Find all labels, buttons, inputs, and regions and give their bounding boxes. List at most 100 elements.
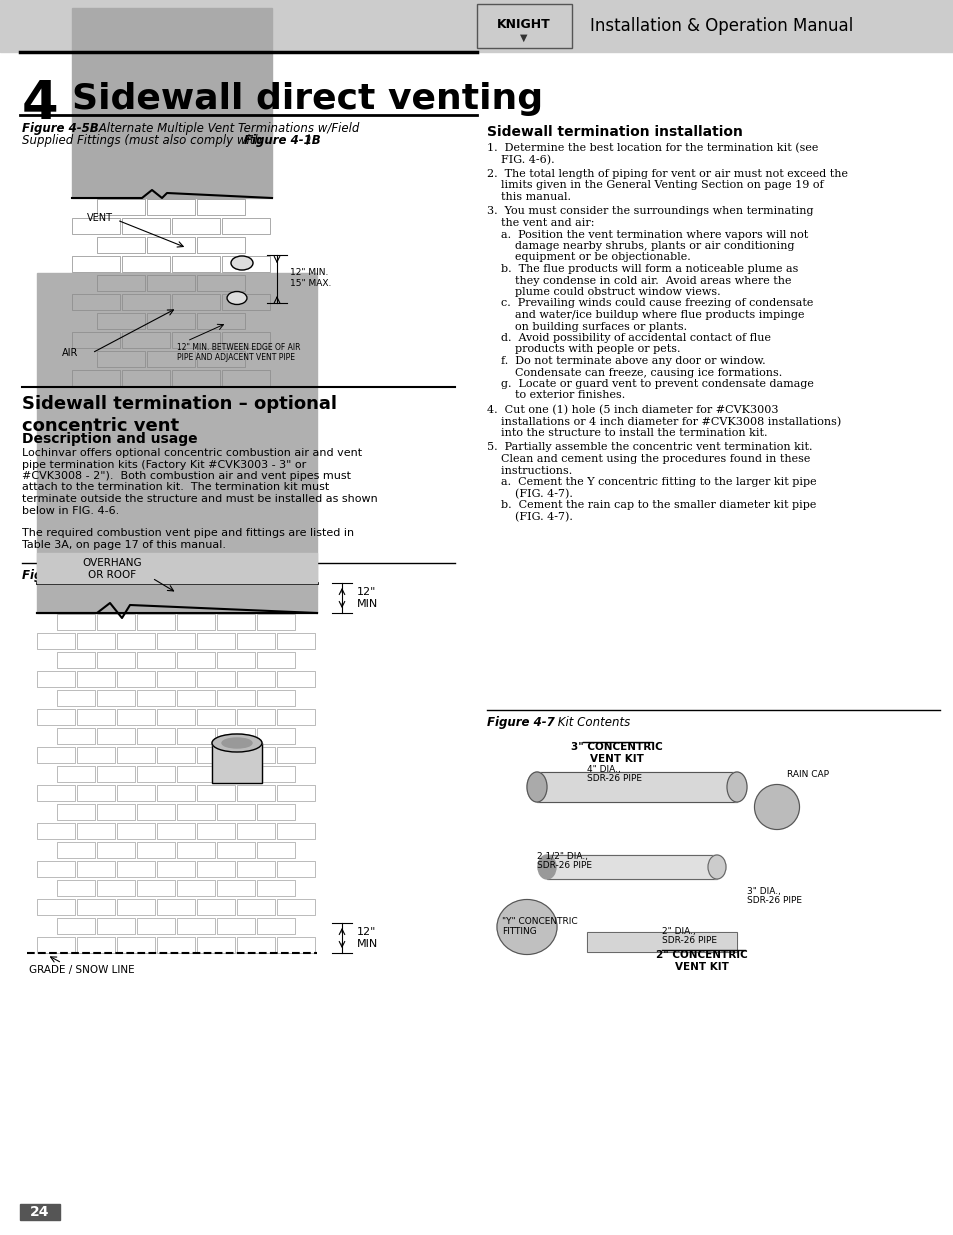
Text: Table 3A, on page 17 of this manual.: Table 3A, on page 17 of this manual.	[22, 540, 226, 550]
Bar	[196, 937, 234, 953]
Ellipse shape	[227, 291, 247, 305]
Text: into the structure to install the termination kit.: into the structure to install the termin…	[486, 429, 767, 438]
Text: instructions.: instructions.	[486, 466, 572, 475]
Bar	[147, 237, 194, 253]
Bar	[37, 823, 75, 839]
Bar	[157, 634, 194, 650]
Bar	[57, 766, 95, 782]
Text: and water/ice buildup where flue products impinge: and water/ice buildup where flue product…	[486, 310, 803, 320]
Bar	[97, 275, 145, 291]
Bar	[276, 937, 314, 953]
Bar	[177, 804, 214, 820]
Text: (FIG. 4-7).: (FIG. 4-7).	[486, 511, 572, 522]
Text: SDR-26 PIPE: SDR-26 PIPE	[537, 861, 592, 869]
Bar	[216, 690, 254, 706]
Bar	[157, 937, 194, 953]
Bar	[57, 652, 95, 668]
Text: g.  Locate or guard vent to prevent condensate damage: g. Locate or guard vent to prevent conde…	[486, 379, 813, 389]
Text: Sidewall termination – optional
concentric vent: Sidewall termination – optional concentr…	[22, 395, 336, 435]
Bar	[177, 842, 214, 858]
Bar	[196, 899, 234, 915]
Bar	[196, 312, 245, 329]
Bar	[71, 7, 272, 198]
Bar	[97, 237, 145, 253]
Bar	[216, 614, 254, 630]
Bar	[256, 842, 294, 858]
Text: "Y" CONCENTRIC
FITTING: "Y" CONCENTRIC FITTING	[501, 918, 577, 936]
Bar	[57, 690, 95, 706]
Text: Figure 4-6: Figure 4-6	[22, 569, 90, 582]
Bar	[586, 932, 737, 952]
Bar	[117, 861, 154, 877]
Bar	[122, 294, 170, 310]
Bar	[236, 671, 274, 687]
Bar	[147, 312, 194, 329]
Bar	[172, 256, 220, 272]
Text: SDR-26 PIPE: SDR-26 PIPE	[661, 936, 717, 945]
Text: The required combustion vent pipe and fittings are listed in: The required combustion vent pipe and fi…	[22, 529, 354, 538]
Text: b.  The flue products will form a noticeable plume as: b. The flue products will form a noticea…	[486, 264, 798, 274]
Bar	[222, 370, 270, 387]
Text: a.  Position the vent termination where vapors will not: a. Position the vent termination where v…	[486, 230, 807, 240]
Bar	[196, 199, 245, 215]
Text: Clean and cement using the procedures found in these: Clean and cement using the procedures fo…	[486, 454, 809, 464]
Bar	[57, 727, 95, 743]
Bar	[97, 652, 135, 668]
Text: 2" CONCENTRIC
VENT KIT: 2" CONCENTRIC VENT KIT	[656, 950, 747, 972]
Bar	[222, 332, 270, 348]
Text: limits given in the General Venting Section on page 19 of: limits given in the General Venting Sect…	[486, 180, 822, 190]
Text: a.  Cement the Y concentric fitting to the larger kit pipe: a. Cement the Y concentric fitting to th…	[486, 477, 816, 487]
Bar	[546, 855, 717, 879]
Bar	[97, 690, 135, 706]
Text: attach to the termination kit.  The termination kit must: attach to the termination kit. The termi…	[22, 483, 329, 493]
Text: GRADE / SNOW LINE: GRADE / SNOW LINE	[30, 965, 134, 974]
Bar	[276, 861, 314, 877]
Bar	[97, 881, 135, 897]
Bar	[157, 823, 194, 839]
Bar	[57, 804, 95, 820]
Bar	[537, 772, 737, 802]
Text: 3" DIA.,: 3" DIA.,	[746, 887, 781, 897]
Bar	[71, 294, 120, 310]
Bar	[256, 727, 294, 743]
Bar	[77, 785, 115, 802]
Text: RAIN CAP: RAIN CAP	[786, 769, 828, 779]
Text: 12"
MIN: 12" MIN	[356, 587, 377, 609]
Bar	[37, 747, 75, 763]
Bar	[77, 634, 115, 650]
Bar	[147, 199, 194, 215]
Bar	[97, 199, 145, 215]
Bar	[71, 256, 120, 272]
Bar	[212, 743, 262, 783]
Ellipse shape	[231, 256, 253, 270]
Bar	[276, 899, 314, 915]
Bar	[177, 727, 214, 743]
Text: equipment or be objectionable.: equipment or be objectionable.	[486, 252, 690, 263]
Ellipse shape	[537, 855, 556, 879]
Ellipse shape	[526, 772, 546, 802]
Bar	[172, 370, 220, 387]
Bar	[137, 881, 174, 897]
Bar	[212, 743, 262, 783]
Text: Installation & Operation Manual: Installation & Operation Manual	[589, 17, 852, 35]
Text: f.  Do not terminate above any door or window.: f. Do not terminate above any door or wi…	[486, 356, 765, 366]
Bar	[196, 823, 234, 839]
Bar	[122, 370, 170, 387]
Text: to exterior finishes.: to exterior finishes.	[486, 390, 624, 400]
Text: c.  Prevailing winds could cause freezing of condensate: c. Prevailing winds could cause freezing…	[486, 299, 813, 309]
Bar	[122, 219, 170, 233]
Bar	[276, 785, 314, 802]
Bar	[236, 634, 274, 650]
Text: Kit Contents: Kit Contents	[554, 716, 630, 729]
Bar	[196, 747, 234, 763]
Bar	[122, 332, 170, 348]
Bar	[97, 804, 135, 820]
Text: installations or 4 inch diameter for #CVK3008 installations): installations or 4 inch diameter for #CV…	[486, 416, 841, 427]
Bar	[117, 747, 154, 763]
Bar	[97, 766, 135, 782]
Bar	[236, 899, 274, 915]
Bar	[37, 553, 316, 583]
Bar	[37, 785, 75, 802]
Bar	[37, 634, 75, 650]
Bar	[97, 918, 135, 934]
